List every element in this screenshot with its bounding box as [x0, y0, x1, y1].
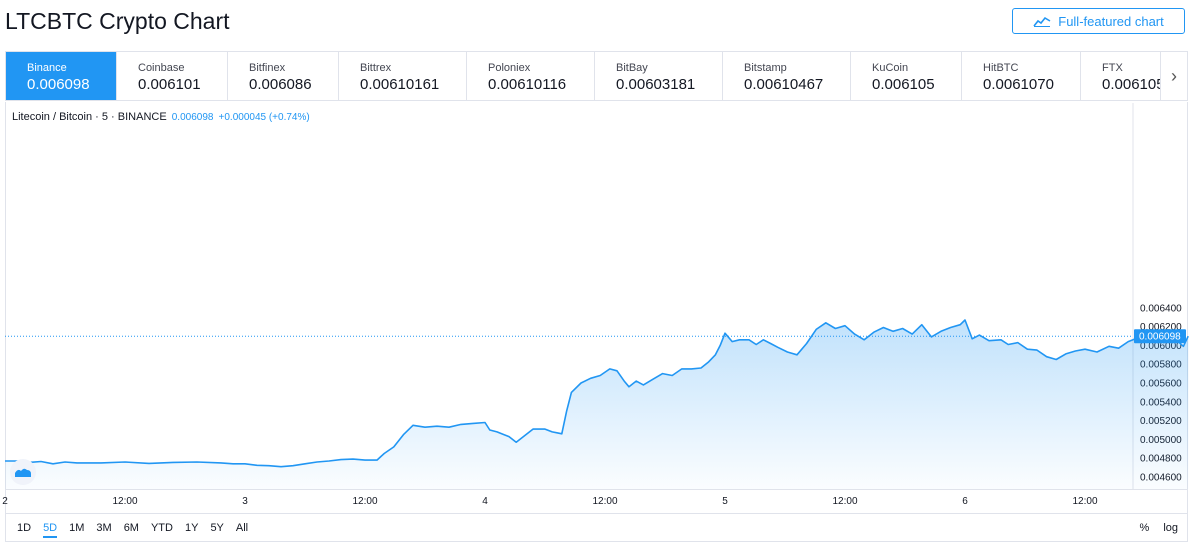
range-button[interactable]: 1D: [17, 522, 32, 534]
exchange-tab-poloniex[interactable]: Poloniex 0.00610116: [467, 52, 595, 100]
exchange-name: Bitstamp: [744, 62, 787, 74]
range-button[interactable]: 3M: [96, 522, 112, 534]
chart-legend: Litecoin / Bitcoin · 5 · BINANCE 0.00609…: [12, 111, 310, 123]
exchange-price: 0.006098: [27, 76, 90, 93]
exchange-price: 0.006105: [1102, 76, 1165, 93]
full-featured-chart-button[interactable]: Full-featured chart: [1012, 8, 1185, 34]
exchange-price: 0.00610467: [744, 76, 824, 93]
exchange-name: Poloniex: [488, 62, 531, 74]
page-title: LTCBTC Crypto Chart: [5, 8, 230, 34]
full-featured-chart-label: Full-featured chart: [1058, 13, 1164, 29]
legend-last-value: 0.006098: [171, 112, 214, 123]
exchange-tab-bittrex[interactable]: Bittrex 0.00610161: [339, 52, 467, 100]
exchange-tab-bitbay[interactable]: BitBay 0.00603181: [595, 52, 723, 100]
exchange-price: 0.00603181: [616, 76, 696, 93]
range-button[interactable]: YTD: [150, 522, 173, 534]
exchange-name: Binance: [27, 62, 67, 74]
exchange-tab-coinbase[interactable]: Coinbase 0.006101: [117, 52, 228, 100]
exchange-tab-hitbtc[interactable]: HitBTC 0.0061070: [962, 52, 1081, 100]
tradingview-logo-icon[interactable]: [10, 459, 36, 485]
chart-panel: [5, 102, 1188, 542]
range-button[interactable]: 1Y: [184, 522, 199, 534]
exchange-price: 0.00610116: [488, 76, 567, 93]
exchange-name: Bitfinex: [249, 62, 286, 74]
exchange-tab-bitstamp[interactable]: Bitstamp 0.00610467: [723, 52, 851, 100]
exchange-price: 0.006101: [138, 76, 201, 93]
exchange-name: HitBTC: [983, 62, 1019, 74]
exchange-tab-ftx[interactable]: FTX 0.006105: [1081, 52, 1171, 100]
chart-line-icon: [1033, 16, 1051, 27]
exchange-price: 0.00610161: [360, 76, 440, 93]
range-button[interactable]: 6M: [123, 522, 139, 534]
exchange-name: BitBay: [616, 62, 648, 74]
range-button[interactable]: 5Y: [210, 522, 224, 534]
exchange-name: KuCoin: [872, 62, 909, 74]
legend-change: +0.000045 (+0.74%): [218, 112, 310, 123]
exchange-tab-bitfinex[interactable]: Bitfinex 0.006086: [228, 52, 339, 100]
exchange-name: Bittrex: [360, 62, 392, 74]
scale-options: % log: [1140, 522, 1178, 534]
exchange-price: 0.0061070: [983, 76, 1054, 93]
symbol-label: Litecoin / Bitcoin · 5 · BINANCE: [12, 111, 167, 123]
log-scale-toggle[interactable]: log: [1163, 522, 1178, 534]
range-button[interactable]: 5D: [43, 522, 58, 538]
range-button[interactable]: All: [235, 522, 249, 534]
percent-scale-toggle[interactable]: %: [1139, 522, 1150, 534]
exchange-tab-kucoin[interactable]: KuCoin 0.006105: [851, 52, 962, 100]
exchange-price: 0.006105: [872, 76, 935, 93]
exchange-name: Coinbase: [138, 62, 185, 74]
exchange-name: FTX: [1102, 62, 1123, 74]
exchange-tab-binance[interactable]: Binance 0.006098: [6, 52, 117, 100]
chevron-right-icon[interactable]: ›: [1160, 52, 1187, 100]
exchange-price: 0.006086: [249, 76, 312, 93]
range-button[interactable]: 1M: [69, 522, 85, 534]
time-range-selector: 1D 5D 1M 3M 6M YTD 1Y 5Y All: [17, 522, 260, 538]
exchange-tabs: Binance 0.006098 Coinbase 0.006101 Bitfi…: [5, 51, 1188, 101]
